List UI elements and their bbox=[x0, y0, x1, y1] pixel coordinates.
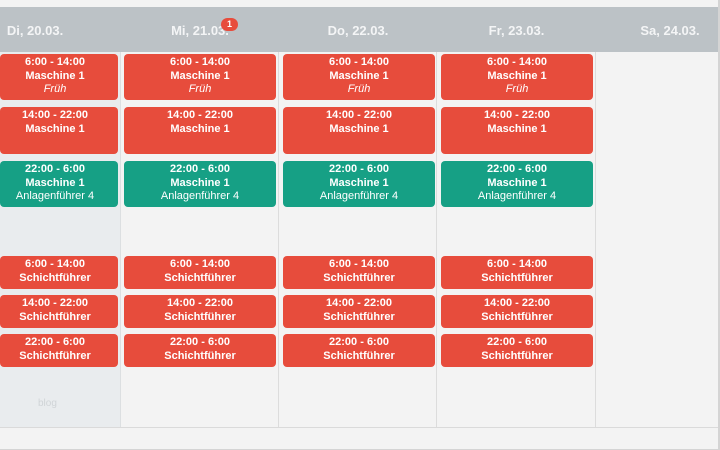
shift-time: 6:00 - 14:00 bbox=[329, 258, 389, 270]
shift-note: Früh bbox=[505, 83, 529, 95]
shift-card-late-lead[interactable]: 14:00 - 22:00 Schichtführer bbox=[0, 295, 118, 328]
shift-role: Schichtführer bbox=[481, 310, 553, 323]
shift-role: Maschine 1 bbox=[170, 122, 230, 135]
shift-note: Früh bbox=[43, 83, 67, 95]
shift-card-night-machine[interactable]: 22:00 - 6:00 Maschine 1 Anlagenführer 4 bbox=[0, 161, 118, 207]
shift-time: 22:00 - 6:00 bbox=[25, 336, 85, 348]
shift-card-early-machine[interactable]: 6:00 - 14:00 Maschine 1 Früh bbox=[441, 54, 593, 100]
day-column-thursday bbox=[279, 52, 437, 427]
day-header-tuesday[interactable]: Di, 20.03. bbox=[6, 23, 64, 38]
shift-role: Schichtführer bbox=[19, 349, 91, 362]
shift-assignee: Anlagenführer 4 bbox=[15, 190, 95, 202]
shift-role: Schichtführer bbox=[19, 310, 91, 323]
shift-role: Schichtführer bbox=[164, 349, 236, 362]
shift-card-late-machine[interactable]: 14:00 - 22:00 Maschine 1 bbox=[283, 107, 435, 154]
shift-time: 22:00 - 6:00 bbox=[170, 163, 230, 175]
shift-role: Schichtführer bbox=[164, 310, 236, 323]
day-header-wednesday[interactable]: Mi, 21.03. bbox=[171, 23, 229, 38]
shift-card-late-machine[interactable]: 14:00 - 22:00 Maschine 1 bbox=[441, 107, 593, 154]
shift-card-night-machine[interactable]: 22:00 - 6:00 Maschine 1 Anlagenführer 4 bbox=[441, 161, 593, 207]
watermark-text: blog bbox=[38, 398, 57, 409]
shift-card-night-lead[interactable]: 22:00 - 6:00 Schichtführer bbox=[0, 334, 118, 367]
shift-time: 6:00 - 14:00 bbox=[25, 258, 85, 270]
shift-card-early-lead[interactable]: 6:00 - 14:00 Schichtführer bbox=[441, 256, 593, 289]
shift-role: Schichtführer bbox=[323, 310, 395, 323]
shift-role: Maschine 1 bbox=[25, 122, 85, 135]
day-column-saturday bbox=[596, 52, 718, 427]
shift-time: 6:00 - 14:00 bbox=[487, 56, 547, 68]
shift-card-late-lead[interactable]: 14:00 - 22:00 Schichtführer bbox=[283, 295, 435, 328]
shift-time: 6:00 - 14:00 bbox=[170, 258, 230, 270]
shift-assignee: Anlagenführer 4 bbox=[160, 190, 240, 202]
shift-card-early-lead[interactable]: 6:00 - 14:00 Schichtführer bbox=[0, 256, 118, 289]
shift-card-early-lead[interactable]: 6:00 - 14:00 Schichtführer bbox=[124, 256, 276, 289]
shift-time: 14:00 - 22:00 bbox=[166, 109, 234, 121]
shift-time: 22:00 - 6:00 bbox=[25, 163, 85, 175]
shift-role: Maschine 1 bbox=[170, 69, 230, 82]
shift-role: Maschine 1 bbox=[487, 69, 547, 82]
shift-time: 6:00 - 14:00 bbox=[170, 56, 230, 68]
shift-assignee: Anlagenführer 4 bbox=[477, 190, 557, 202]
shift-card-late-machine[interactable]: 14:00 - 22:00 Maschine 1 bbox=[0, 107, 118, 154]
calendar-footer bbox=[0, 427, 718, 449]
shift-time: 22:00 - 6:00 bbox=[170, 336, 230, 348]
shift-card-early-machine[interactable]: 6:00 - 14:00 Maschine 1 Früh bbox=[283, 54, 435, 100]
shift-time: 6:00 - 14:00 bbox=[487, 258, 547, 270]
shift-role: Schichtführer bbox=[19, 271, 91, 284]
shift-role: Schichtführer bbox=[164, 271, 236, 284]
shift-role: Maschine 1 bbox=[170, 176, 230, 189]
shift-card-night-lead[interactable]: 22:00 - 6:00 Schichtführer bbox=[124, 334, 276, 367]
shift-role: Maschine 1 bbox=[487, 122, 547, 135]
notification-badge[interactable]: 1 bbox=[221, 18, 238, 31]
shift-time: 14:00 - 22:00 bbox=[483, 297, 551, 309]
calendar-header: Di, 20.03. Mi, 21.03. 1 Do, 22.03. Fr, 2… bbox=[0, 7, 718, 52]
shift-time: 22:00 - 6:00 bbox=[487, 163, 547, 175]
shift-role: Schichtführer bbox=[323, 271, 395, 284]
shift-time: 22:00 - 6:00 bbox=[329, 163, 389, 175]
shift-time: 6:00 - 14:00 bbox=[25, 56, 85, 68]
shift-role: Schichtführer bbox=[323, 349, 395, 362]
shift-card-night-machine[interactable]: 22:00 - 6:00 Maschine 1 Anlagenführer 4 bbox=[283, 161, 435, 207]
shift-role: Maschine 1 bbox=[329, 122, 389, 135]
shift-card-late-lead[interactable]: 14:00 - 22:00 Schichtführer bbox=[441, 295, 593, 328]
shift-role: Maschine 1 bbox=[329, 69, 389, 82]
shift-note: Früh bbox=[347, 83, 371, 95]
shift-card-late-lead[interactable]: 14:00 - 22:00 Schichtführer bbox=[124, 295, 276, 328]
shift-note: Früh bbox=[188, 83, 212, 95]
shift-card-night-lead[interactable]: 22:00 - 6:00 Schichtführer bbox=[283, 334, 435, 367]
shift-card-early-machine[interactable]: 6:00 - 14:00 Maschine 1 Früh bbox=[0, 54, 118, 100]
shift-role: Maschine 1 bbox=[25, 176, 85, 189]
day-header-friday[interactable]: Fr, 23.03. bbox=[488, 23, 545, 38]
shift-role: Maschine 1 bbox=[25, 69, 85, 82]
shift-card-night-lead[interactable]: 22:00 - 6:00 Schichtführer bbox=[441, 334, 593, 367]
shift-card-late-machine[interactable]: 14:00 - 22:00 Maschine 1 bbox=[124, 107, 276, 154]
shift-time: 14:00 - 22:00 bbox=[166, 297, 234, 309]
shift-role: Maschine 1 bbox=[487, 176, 547, 189]
shift-role: Schichtführer bbox=[481, 349, 553, 362]
shift-assignee: Anlagenführer 4 bbox=[319, 190, 399, 202]
shift-card-early-lead[interactable]: 6:00 - 14:00 Schichtführer bbox=[283, 256, 435, 289]
shift-time: 14:00 - 22:00 bbox=[483, 109, 551, 121]
shift-time: 6:00 - 14:00 bbox=[329, 56, 389, 68]
shift-time: 22:00 - 6:00 bbox=[329, 336, 389, 348]
shift-time: 22:00 - 6:00 bbox=[487, 336, 547, 348]
shift-card-early-machine[interactable]: 6:00 - 14:00 Maschine 1 Früh bbox=[124, 54, 276, 100]
day-header-thursday[interactable]: Do, 22.03. bbox=[327, 23, 389, 38]
shift-card-night-machine[interactable]: 22:00 - 6:00 Maschine 1 Anlagenführer 4 bbox=[124, 161, 276, 207]
shift-time: 14:00 - 22:00 bbox=[21, 297, 89, 309]
shift-time: 14:00 - 22:00 bbox=[21, 109, 89, 121]
day-header-saturday[interactable]: Sa, 24.03. bbox=[640, 23, 700, 38]
day-column-wednesday bbox=[121, 52, 279, 427]
shift-time: 14:00 - 22:00 bbox=[325, 297, 393, 309]
day-column-friday bbox=[437, 52, 596, 427]
shift-role: Maschine 1 bbox=[329, 176, 389, 189]
shift-time: 14:00 - 22:00 bbox=[325, 109, 393, 121]
shift-role: Schichtführer bbox=[481, 271, 553, 284]
